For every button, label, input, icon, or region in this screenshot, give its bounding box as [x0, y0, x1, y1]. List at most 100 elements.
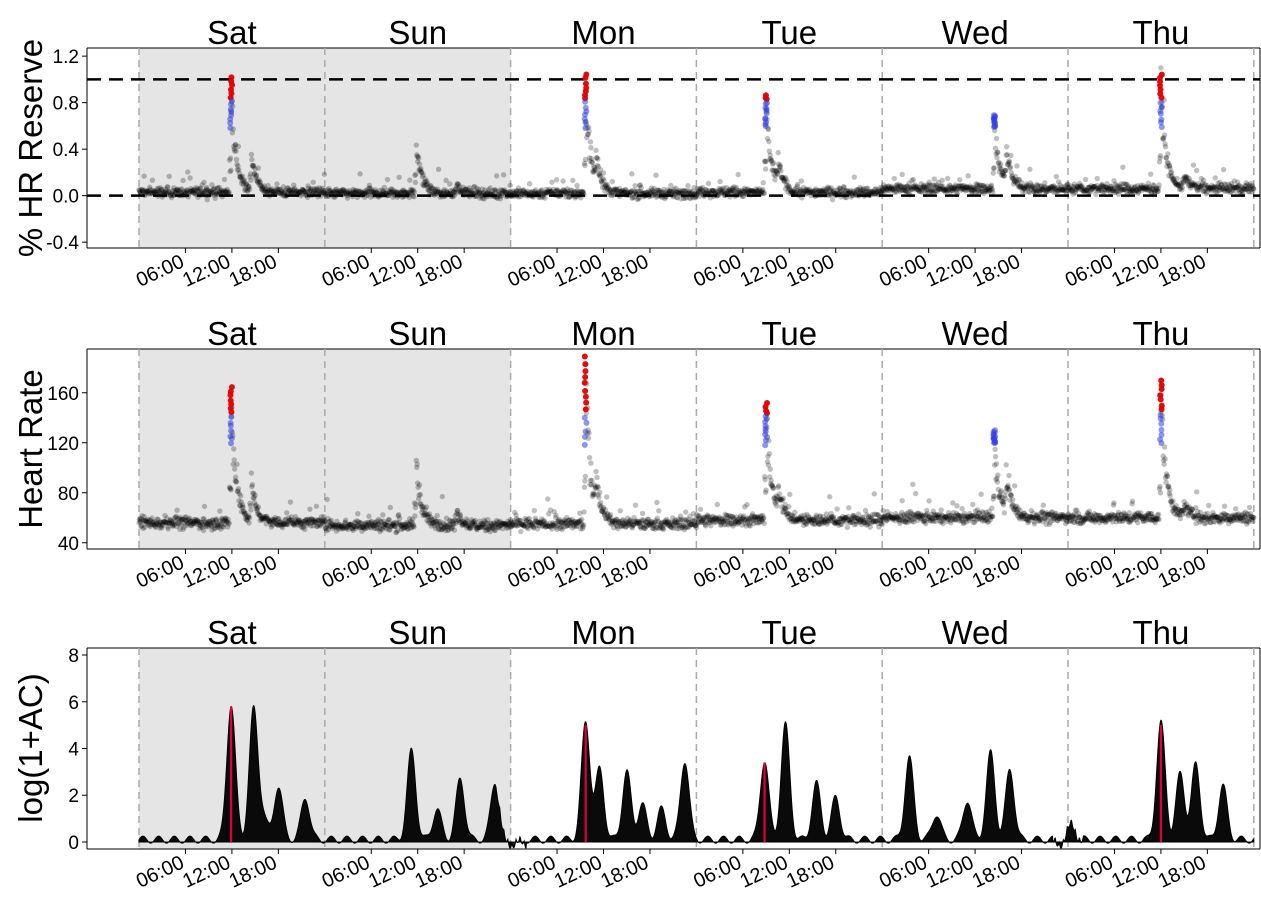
- data-point: [153, 190, 160, 196]
- data-point: [219, 189, 226, 195]
- data-point: [731, 188, 738, 195]
- data-point: [203, 187, 209, 193]
- data-point: [416, 167, 422, 173]
- data-point: [577, 192, 583, 199]
- data-point: [366, 182, 373, 188]
- data-point: [174, 186, 180, 193]
- data-point: [1134, 519, 1141, 526]
- data-point: [735, 171, 741, 178]
- data-point: [248, 470, 255, 476]
- data-point: [248, 177, 254, 183]
- data-point: [220, 187, 227, 194]
- data-point: [406, 194, 413, 201]
- data-point: [485, 189, 492, 195]
- data-point: [136, 187, 143, 194]
- data-point: [1161, 461, 1167, 467]
- data-point: [559, 187, 566, 194]
- data-point: [302, 188, 308, 195]
- data-point: [378, 192, 385, 198]
- data-point: [690, 191, 697, 198]
- data-point: [564, 190, 570, 196]
- data-point: [359, 190, 365, 196]
- data-point: [550, 186, 557, 193]
- data-point: [608, 187, 614, 193]
- data-point: [418, 169, 425, 175]
- data-point: [731, 184, 737, 190]
- day-label-tue: Tue: [761, 14, 817, 51]
- data-point: [368, 186, 374, 192]
- data-point: [1082, 176, 1089, 183]
- data-point: [160, 192, 166, 198]
- data-point: [526, 181, 533, 187]
- data-point: [520, 187, 527, 193]
- data-point: [231, 446, 237, 452]
- data-point: [395, 190, 401, 196]
- data-point: [354, 194, 361, 201]
- day-label-mon: Mon: [571, 315, 635, 352]
- data-point: [231, 143, 237, 150]
- data-point: [624, 191, 630, 197]
- data-point: [430, 191, 436, 197]
- data-point: [558, 189, 564, 195]
- data-point: [309, 192, 315, 199]
- data-point: [487, 190, 494, 197]
- data-point: [343, 192, 349, 198]
- data-point: [475, 186, 482, 193]
- data-point: [408, 186, 414, 193]
- data-point: [742, 188, 748, 195]
- vigorous-point: [582, 368, 589, 375]
- data-point: [195, 188, 202, 195]
- data-point: [519, 187, 526, 193]
- data-point: [1158, 65, 1164, 71]
- data-point: [640, 194, 646, 200]
- data-point: [562, 188, 568, 194]
- day-label-tue: Tue: [761, 315, 817, 352]
- data-point: [651, 191, 658, 197]
- data-point: [613, 191, 619, 197]
- data-point: [501, 188, 507, 195]
- data-point: [743, 190, 749, 197]
- data-point: [153, 188, 159, 194]
- data-point: [348, 191, 354, 198]
- data-point: [333, 186, 340, 192]
- data-point: [342, 188, 348, 194]
- moderate-point: [581, 441, 588, 448]
- data-point: [213, 191, 219, 197]
- data-point: [617, 508, 623, 514]
- data-point: [326, 189, 333, 195]
- data-point: [597, 173, 603, 179]
- data-point: [626, 192, 633, 198]
- data-point: [231, 146, 237, 152]
- data-point: [258, 182, 264, 189]
- data-point: [414, 152, 420, 158]
- data-point: [581, 484, 588, 490]
- data-point: [674, 195, 681, 201]
- data-point: [158, 189, 164, 195]
- data-point: [287, 187, 293, 194]
- data-point: [217, 189, 223, 195]
- data-point: [301, 189, 308, 195]
- data-point: [923, 520, 929, 527]
- data-point: [346, 187, 353, 194]
- data-point: [846, 505, 852, 511]
- data-point: [189, 188, 195, 194]
- data-point: [487, 185, 493, 191]
- data-point: [719, 188, 726, 194]
- data-point: [680, 190, 686, 196]
- data-point: [448, 193, 454, 199]
- data-point: [714, 192, 721, 199]
- data-point: [437, 194, 443, 200]
- data-point: [295, 191, 301, 198]
- data-point: [995, 149, 1001, 156]
- data-point: [312, 187, 318, 193]
- data-point: [481, 196, 487, 202]
- data-point: [530, 193, 536, 199]
- data-point: [744, 191, 750, 197]
- data-point: [142, 191, 149, 197]
- data-point: [246, 186, 253, 193]
- data-point: [536, 190, 543, 196]
- data-point: [175, 187, 181, 194]
- data-point: [157, 185, 164, 191]
- data-point: [214, 191, 220, 197]
- data-point: [546, 189, 553, 195]
